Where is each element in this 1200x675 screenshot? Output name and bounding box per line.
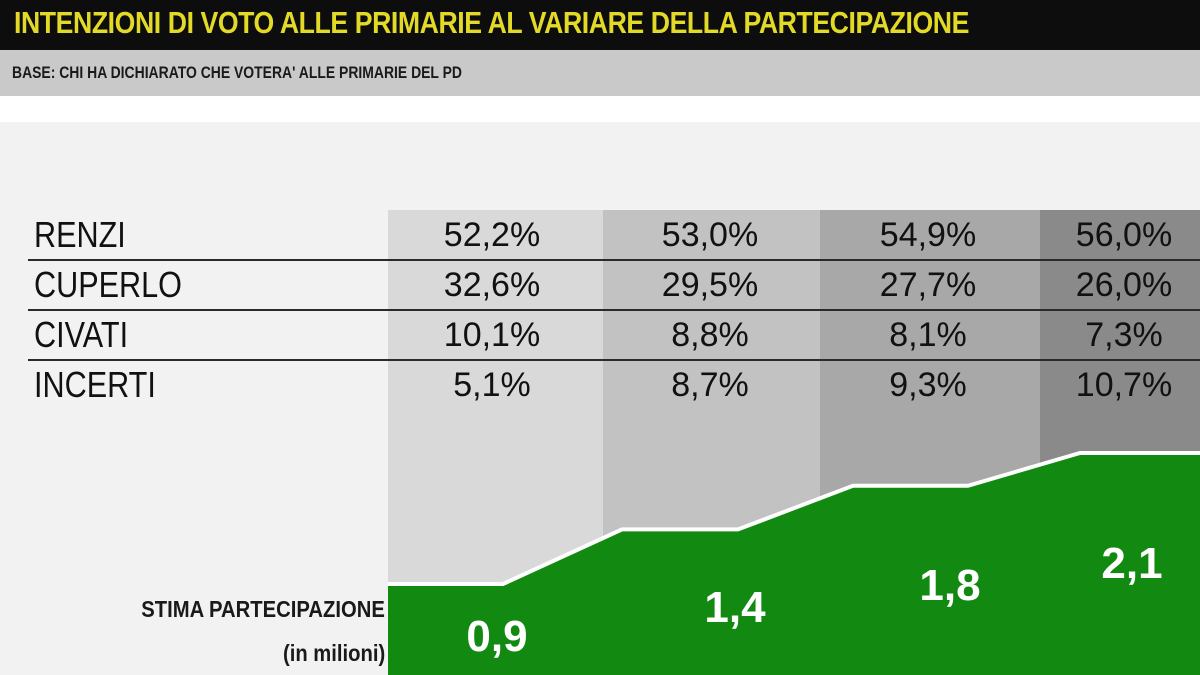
title-bar: INTENZIONI DI VOTO ALLE PRIMARIE AL VARI… [0,0,1200,50]
participation-value-label: 2,1 [1101,539,1162,588]
table-cell: 56,0% [1075,216,1173,254]
row-label-incerti: INCERTI [34,364,156,405]
row-separator [28,309,1200,311]
participation-value-label: 0,9 [466,612,527,661]
table-cell: 52,2% [443,216,541,254]
table-cell: 8,7% [671,366,749,404]
table-cell: 8,8% [671,316,749,354]
divider-band [0,96,1200,122]
table-cell: 53,0% [661,216,759,254]
table-cell: 9,3% [889,366,967,404]
chart-subtitle: BASE: CHI HA DICHIARATO CHE VOTERA' ALLE… [12,63,462,82]
table-cell: 27,7% [879,266,977,304]
table-cell: 5,1% [453,366,531,404]
chart-title: INTENZIONI DI VOTO ALLE PRIMARIE AL VARI… [14,5,969,40]
table-cell: 26,0% [1075,266,1173,304]
participation-value-label: 1,4 [704,583,766,632]
table-cell: 10,1% [443,316,541,354]
row-separator [28,259,1200,261]
participation-unit-label: (in milioni) [282,640,385,666]
row-separator [28,359,1200,361]
row-label-cuperlo: CUPERLO [34,264,182,305]
table-cell: 54,9% [879,216,977,254]
participation-label: STIMA PARTECIPAZIONE [141,596,385,622]
table-cell: 29,5% [661,266,759,304]
row-label-civati: CIVATI [34,314,129,355]
table-cell: 8,1% [889,316,967,354]
participation-area [388,453,1200,675]
table-cell: 10,7% [1075,366,1173,404]
participation-value-label: 1,8 [919,561,980,610]
table-cell: 7,3% [1085,316,1163,354]
table-cell: 32,6% [443,266,541,304]
participation-line [388,451,1200,586]
subtitle-bar: BASE: CHI HA DICHIARATO CHE VOTERA' ALLE… [0,50,1200,96]
row-label-renzi: RENZI [34,214,126,255]
